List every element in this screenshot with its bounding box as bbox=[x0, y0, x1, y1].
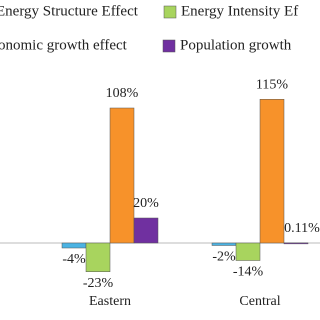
value-label: 0.11% bbox=[284, 221, 320, 236]
x-tick-label: Eastern bbox=[89, 294, 131, 309]
bar bbox=[235, 242, 261, 261]
bar bbox=[259, 99, 285, 244]
value-label: 108% bbox=[106, 86, 139, 101]
legend-label: Energy Intensity Ef bbox=[181, 3, 298, 19]
value-label: -2% bbox=[212, 250, 236, 265]
value-label: -23% bbox=[83, 276, 114, 291]
value-label: -14% bbox=[233, 265, 264, 280]
x-tick-label: Central bbox=[239, 294, 280, 309]
legend-label: onomic growth effect bbox=[0, 37, 128, 53]
legend-swatch bbox=[162, 39, 176, 53]
value-label: 115% bbox=[256, 77, 288, 92]
bar bbox=[109, 107, 135, 244]
legend-swatch bbox=[163, 5, 177, 19]
value-label: 20% bbox=[133, 196, 159, 211]
legend-label: Population growth bbox=[180, 37, 292, 53]
bar bbox=[211, 242, 237, 246]
legend-label: Energy Structure Effect bbox=[0, 3, 139, 19]
bar bbox=[283, 242, 309, 245]
bar bbox=[61, 242, 87, 249]
bar bbox=[85, 242, 111, 272]
value-label: -4% bbox=[62, 252, 86, 267]
bar bbox=[133, 217, 159, 244]
